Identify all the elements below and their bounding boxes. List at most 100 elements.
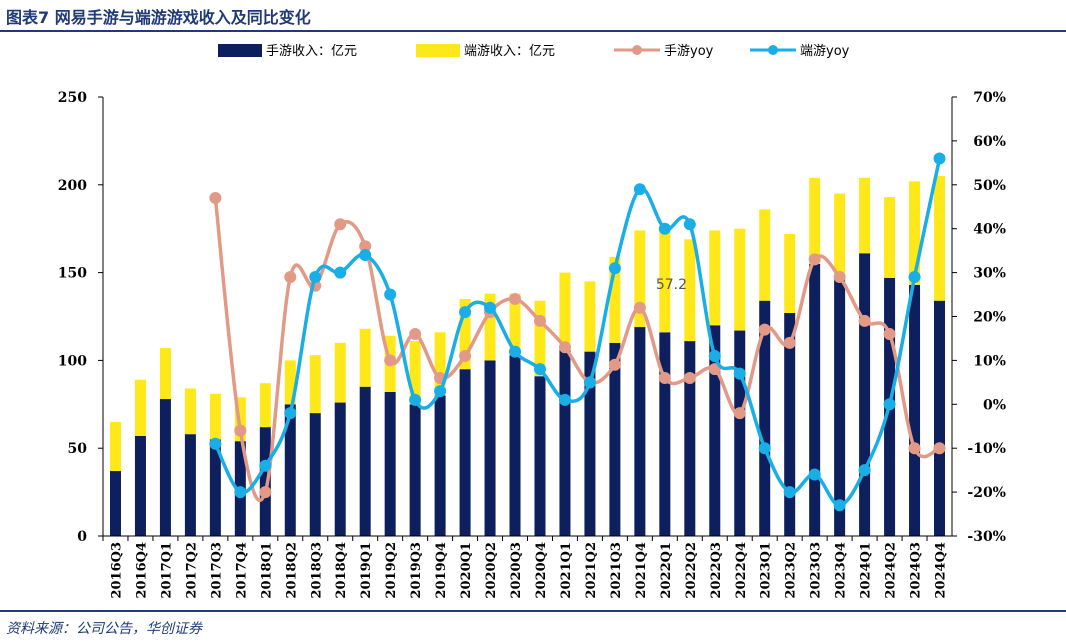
x-tick-label: 2018Q4 <box>334 542 349 599</box>
pc-yoy-point-2019Q2 <box>384 288 397 301</box>
pc-yoy-point-2023Q2 <box>783 486 796 499</box>
pc-yoy-point-2021Q3 <box>608 262 621 275</box>
bar-mobile-2019Q4 <box>434 395 446 536</box>
x-tick-label: 2016Q3 <box>109 542 124 599</box>
legend-swatch-mobile <box>218 44 262 57</box>
y2-tick-label: 70% <box>973 90 1006 106</box>
bar-pc-2020Q4 <box>534 300 546 377</box>
bar-pc-2018Q1 <box>259 383 271 428</box>
legend-label-pc-yoy: 端游yoy <box>800 44 850 59</box>
bar-mobile-2022Q1 <box>659 332 671 536</box>
x-tick-label: 2022Q2 <box>684 542 699 599</box>
x-tick-label: 2021Q4 <box>634 542 649 599</box>
bar-mobile-2018Q1 <box>259 427 271 536</box>
legend-label-pc: 端游收入：亿元 <box>464 44 555 59</box>
pc-yoy-point-2017Q3 <box>209 437 222 450</box>
bar-mobile-2020Q2 <box>484 360 496 536</box>
bar-mobile-2021Q4 <box>634 327 646 536</box>
mobile-yoy-line <box>213 197 941 502</box>
y-tick-label: 100 <box>58 353 87 369</box>
bottom-rule <box>0 610 1066 612</box>
x-tick-label: 2022Q3 <box>709 542 724 599</box>
pc-yoy-point-2019Q4 <box>434 385 447 398</box>
y-tick-label: 200 <box>58 178 87 194</box>
bar-pc-2018Q2 <box>284 360 296 405</box>
legend-label-mobile-yoy: 手游yoy <box>664 44 714 59</box>
bar-mobile-2017Q1 <box>159 399 171 536</box>
bar-pc-2017Q3 <box>209 393 221 440</box>
pc-yoy-point-2019Q1 <box>359 249 372 262</box>
pc-yoy-point-2020Q3 <box>509 345 522 358</box>
top-rule <box>0 30 1066 32</box>
bar-mobile-2018Q4 <box>334 402 346 536</box>
pc-yoy-point-2024Q2 <box>883 398 896 411</box>
bar-pc-2021Q2 <box>584 281 596 352</box>
bar-pc-2021Q1 <box>559 272 571 350</box>
source-note: 资料来源：公司公告，华创证券 <box>6 621 202 637</box>
y2-tick-label: -10% <box>967 441 1006 457</box>
bar-mobile-2020Q1 <box>459 369 471 536</box>
mobile-yoy-point-2023Q1 <box>758 323 771 336</box>
bar-mobile-2022Q4 <box>734 330 746 536</box>
bar-pc-2022Q4 <box>734 228 746 331</box>
y2-tick-label: 50% <box>973 178 1006 194</box>
pc-yoy-point-2023Q4 <box>833 499 846 512</box>
bar-mobile-2017Q2 <box>184 434 196 536</box>
x-tick-label: 2016Q4 <box>134 542 149 599</box>
mobile-yoy-point-2018Q4 <box>334 218 347 231</box>
bar-pc-2023Q1 <box>759 209 771 301</box>
bar-pc-2019Q3 <box>409 341 421 405</box>
y-tick-label: 0 <box>77 529 87 545</box>
mobile-yoy-point-2024Q2 <box>883 328 896 341</box>
mobile-yoy-point-2019Q1 <box>359 240 372 253</box>
annotation-label: 57.2 <box>656 277 687 293</box>
x-tick-label: 2021Q2 <box>584 542 599 599</box>
bar-pc-2017Q2 <box>184 388 196 435</box>
bar-pc-2020Q2 <box>484 293 496 361</box>
bar-pc-2024Q2 <box>884 197 896 278</box>
y2-tick-label: 60% <box>973 134 1006 150</box>
mobile-yoy-point-2020Q4 <box>533 314 546 327</box>
y2-tick-label: 20% <box>973 310 1006 326</box>
legend-marker-mobile-yoy <box>632 45 642 55</box>
pc-yoy-point-2018Q1 <box>259 459 272 472</box>
pc-yoy-point-2018Q4 <box>334 266 347 279</box>
bar-pc-2020Q1 <box>459 298 471 370</box>
legend-label-mobile: 手游收入：亿元 <box>266 44 357 59</box>
x-tick-label: 2023Q1 <box>759 542 774 599</box>
bar-mobile-2019Q3 <box>409 404 421 536</box>
y2-tick-label: 30% <box>973 266 1006 282</box>
pc-yoy-point-2020Q1 <box>459 306 472 319</box>
bar-mobile-2020Q4 <box>534 376 546 536</box>
pc-yoy-point-2020Q2 <box>484 301 497 314</box>
x-tick-label: 2020Q2 <box>484 542 499 599</box>
bar-pc-2024Q3 <box>909 181 921 285</box>
bar-pc-2024Q1 <box>859 177 871 254</box>
bar-pc-2023Q4 <box>834 193 846 277</box>
mobile-yoy-point-2019Q3 <box>409 328 422 341</box>
mobile-yoy-point-2019Q2 <box>384 354 397 367</box>
bar-pc-2023Q3 <box>809 177 821 264</box>
pc-yoy-line <box>213 158 942 508</box>
pc-yoy-point-2021Q2 <box>583 376 596 389</box>
x-tick-label: 2020Q1 <box>459 542 474 599</box>
bar-mobile-2021Q2 <box>584 351 596 536</box>
x-tick-label: 2024Q2 <box>884 542 899 599</box>
y-tick-label: 150 <box>58 266 87 282</box>
x-tick-label: 2017Q4 <box>234 542 249 599</box>
bar-pc-2024Q4 <box>934 176 946 301</box>
bar-mobile-2020Q3 <box>509 355 521 536</box>
x-tick-label: 2017Q3 <box>209 542 224 599</box>
bar-pc-2021Q4 <box>634 230 646 328</box>
bar-mobile-2024Q1 <box>859 253 871 536</box>
mobile-yoy-point-2020Q3 <box>509 292 522 305</box>
x-tick-label: 2018Q3 <box>309 542 324 599</box>
x-tick-label: 2019Q4 <box>434 542 449 599</box>
x-tick-label: 2019Q3 <box>409 542 424 599</box>
x-tick-label: 2023Q4 <box>834 542 849 599</box>
y2-tick-label: -30% <box>967 529 1006 545</box>
mobile-yoy-point-2024Q1 <box>858 314 871 327</box>
mobile-yoy-point-2021Q1 <box>558 341 571 354</box>
y2-tick-label: -20% <box>967 485 1006 501</box>
